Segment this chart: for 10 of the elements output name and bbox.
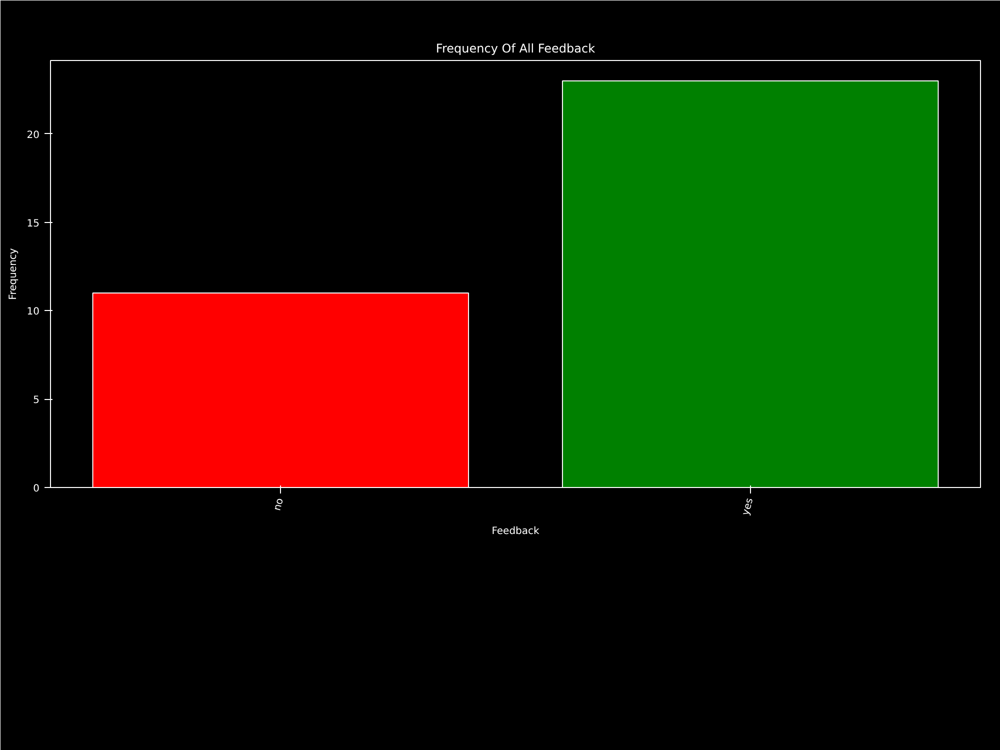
y-tick-label: 5	[33, 395, 40, 406]
y-tick-label: 15	[26, 218, 40, 230]
y-tick-label: 0	[33, 484, 40, 494]
x-tick-label: no	[272, 497, 286, 512]
y-axis-title: Frequency	[8, 248, 19, 300]
y-tick-label: 20	[26, 130, 40, 141]
x-axis-title: Feedback	[492, 526, 540, 538]
y-tick-label: 10	[26, 306, 40, 318]
chart-title: Frequency Of All Feedback	[436, 42, 596, 56]
x-tick-label: yes	[740, 497, 756, 517]
